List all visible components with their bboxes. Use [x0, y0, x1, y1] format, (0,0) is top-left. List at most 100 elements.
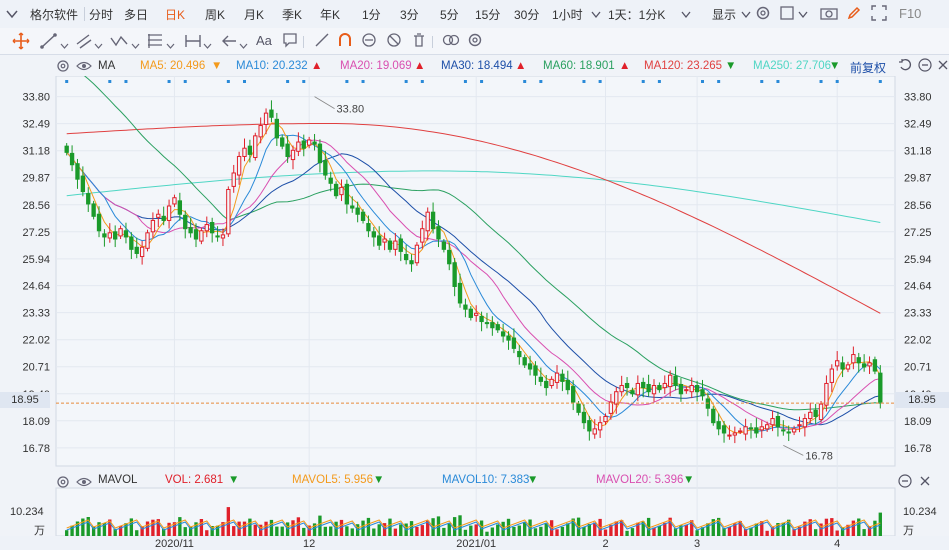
candle-body	[377, 235, 382, 246]
period-tab-8[interactable]: 3分	[400, 8, 419, 22]
candle-body	[96, 213, 102, 232]
crosshair-icon[interactable]	[12, 32, 30, 50]
period-tab-10[interactable]: 15分	[475, 8, 501, 22]
checkbox-icon[interactable]	[780, 6, 794, 23]
close-icon[interactable]	[918, 474, 932, 491]
volume-bar	[447, 523, 451, 536]
candle-body	[527, 363, 533, 370]
channel-icon[interactable]	[75, 32, 93, 50]
volume-bar	[269, 519, 274, 536]
volume-bar	[329, 526, 333, 536]
chevron-down-icon[interactable]	[166, 37, 175, 55]
event-marker	[345, 80, 349, 83]
fibonacci-icon[interactable]	[146, 32, 164, 50]
period-tab-12[interactable]: 1小时	[552, 8, 583, 22]
period-tab-11[interactable]: 30分	[514, 8, 540, 22]
current-price-tag-left: 18.95	[0, 392, 50, 408]
y-tick-label-right: 16.78	[904, 443, 932, 455]
volume-bar	[113, 528, 117, 536]
volume-bar	[108, 519, 112, 536]
hide-icon[interactable]	[386, 32, 402, 50]
chevron-down-icon[interactable]	[741, 8, 751, 22]
trendline-icon[interactable]	[40, 32, 58, 50]
chevron-down-icon[interactable]	[591, 8, 601, 22]
candle-body	[597, 422, 603, 431]
display-menu[interactable]: 显示	[712, 8, 737, 22]
period-tab-4[interactable]: 月K	[244, 8, 265, 22]
period-tab-5[interactable]: 季K	[282, 8, 303, 22]
volume-bar	[248, 518, 252, 536]
kline-chart[interactable]: 33.80 33.80 32.49 32.49 31.18 31.18 29.87 29.87…	[0, 76, 949, 550]
volume-bar	[555, 529, 559, 536]
candle-body	[840, 362, 845, 370]
chevron-down-icon[interactable]	[131, 37, 140, 55]
candle-body	[452, 262, 457, 287]
period-tab-7[interactable]: 1分	[362, 8, 381, 22]
candle-body	[479, 315, 484, 323]
undo-icon[interactable]	[898, 58, 912, 72]
volume-bar	[496, 524, 500, 536]
candle-body	[280, 137, 285, 147]
f10-button[interactable]: F10	[899, 6, 922, 21]
volume-bar	[102, 523, 107, 536]
minus-icon[interactable]	[918, 58, 932, 72]
chevron-down-icon[interactable]	[798, 8, 808, 22]
magnet-icon[interactable]	[337, 32, 353, 50]
lock-icon[interactable]	[361, 32, 377, 50]
volume-bar	[452, 517, 457, 536]
settings-icon[interactable]	[56, 475, 70, 492]
trash-icon[interactable]	[411, 32, 427, 50]
period-tab-3[interactable]: 周K	[205, 8, 226, 22]
y-tick-label-right: 23.33	[904, 308, 932, 320]
comment-icon[interactable]	[282, 32, 298, 50]
mavol10-line	[66, 521, 881, 531]
volume-bar	[366, 517, 371, 536]
candle-body	[177, 200, 183, 215]
candle-body	[770, 418, 775, 426]
eye-icon[interactable]	[76, 59, 92, 76]
chevron-down-icon[interactable]	[60, 37, 69, 55]
range-icon[interactable]	[184, 32, 202, 50]
volume-bar	[657, 525, 662, 536]
chevron-down-icon[interactable]	[239, 37, 248, 55]
text-tool-icon[interactable]: Aa	[256, 33, 272, 48]
arrow-left-icon[interactable]	[220, 32, 238, 50]
wave-icon[interactable]	[110, 32, 130, 50]
ruler-icon[interactable]	[314, 32, 330, 50]
minus-icon[interactable]	[898, 474, 912, 491]
dropdown-arrow-icon[interactable]	[6, 8, 18, 22]
chevron-down-icon[interactable]	[681, 8, 691, 22]
close-icon[interactable]	[936, 58, 949, 72]
link-icon[interactable]	[441, 32, 461, 50]
period-tab-9[interactable]: 5分	[440, 8, 459, 22]
period-tab-1[interactable]: 多日	[124, 8, 149, 22]
adjust-button[interactable]: 前复权	[850, 61, 887, 75]
period-tab-13[interactable]: 1天：1分K	[608, 8, 666, 22]
eye-icon[interactable]	[76, 475, 92, 492]
y-tick-label-left: 28.56	[22, 200, 50, 212]
y-tick-label-left: 33.80	[22, 92, 50, 104]
candle-body	[684, 389, 689, 392]
stock-name[interactable]: 格尔软件	[30, 8, 79, 22]
period-tab-6[interactable]: 年K	[320, 8, 341, 22]
x-tick-label: 3	[694, 538, 700, 550]
settings-icon[interactable]	[467, 32, 483, 50]
gear-icon[interactable]	[755, 5, 771, 24]
settings-icon[interactable]	[56, 59, 70, 76]
chevron-down-icon[interactable]	[203, 37, 212, 55]
candle-body	[231, 172, 236, 187]
volume-bar	[70, 525, 74, 536]
fullscreen-icon[interactable]	[871, 5, 887, 24]
ma20-value: MA20: 19.069	[340, 60, 412, 72]
period-tab-0[interactable]: 分时	[89, 8, 114, 22]
period-tab-2[interactable]: 日K	[165, 8, 186, 22]
ma250-line	[66, 170, 881, 223]
camera-icon[interactable]	[820, 6, 838, 23]
event-marker	[760, 80, 764, 83]
pencil-icon[interactable]	[846, 5, 862, 24]
chevron-down-icon[interactable]	[94, 37, 103, 55]
candle-body	[75, 163, 80, 180]
candle-body	[425, 211, 430, 232]
candle-body	[323, 160, 328, 176]
volume-bar	[275, 526, 279, 536]
